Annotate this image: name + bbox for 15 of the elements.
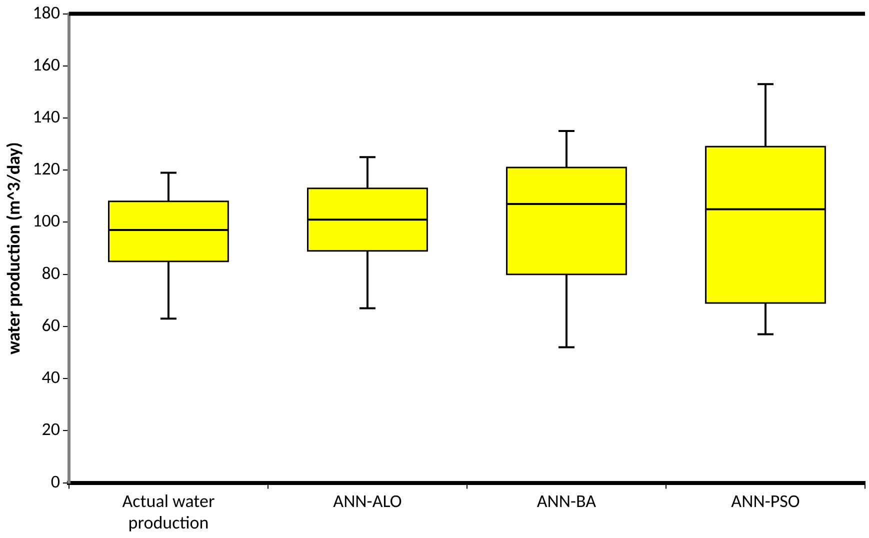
y-tick-label: 80 xyxy=(42,262,60,284)
y-tick-label: 60 xyxy=(42,314,60,336)
y-tick-label: 0 xyxy=(50,470,60,492)
x-tick-label: Actual water production xyxy=(122,490,215,534)
x-tick-label: ANN-PSO xyxy=(731,490,800,512)
y-tick-label: 20 xyxy=(42,418,60,440)
y-tick-label: 100 xyxy=(32,210,60,232)
x-tick-label: ANN-ALO xyxy=(333,490,402,512)
x-tick-label: ANN-BA xyxy=(536,490,597,512)
y-tick-label: 40 xyxy=(42,366,60,388)
y-tick-label: 120 xyxy=(32,158,60,180)
y-tick-label: 160 xyxy=(32,53,60,76)
y-axis-title: water production (m^3/day) xyxy=(2,142,24,354)
y-tick-label: 180 xyxy=(32,1,60,24)
y-tick-label: 140 xyxy=(32,106,60,128)
